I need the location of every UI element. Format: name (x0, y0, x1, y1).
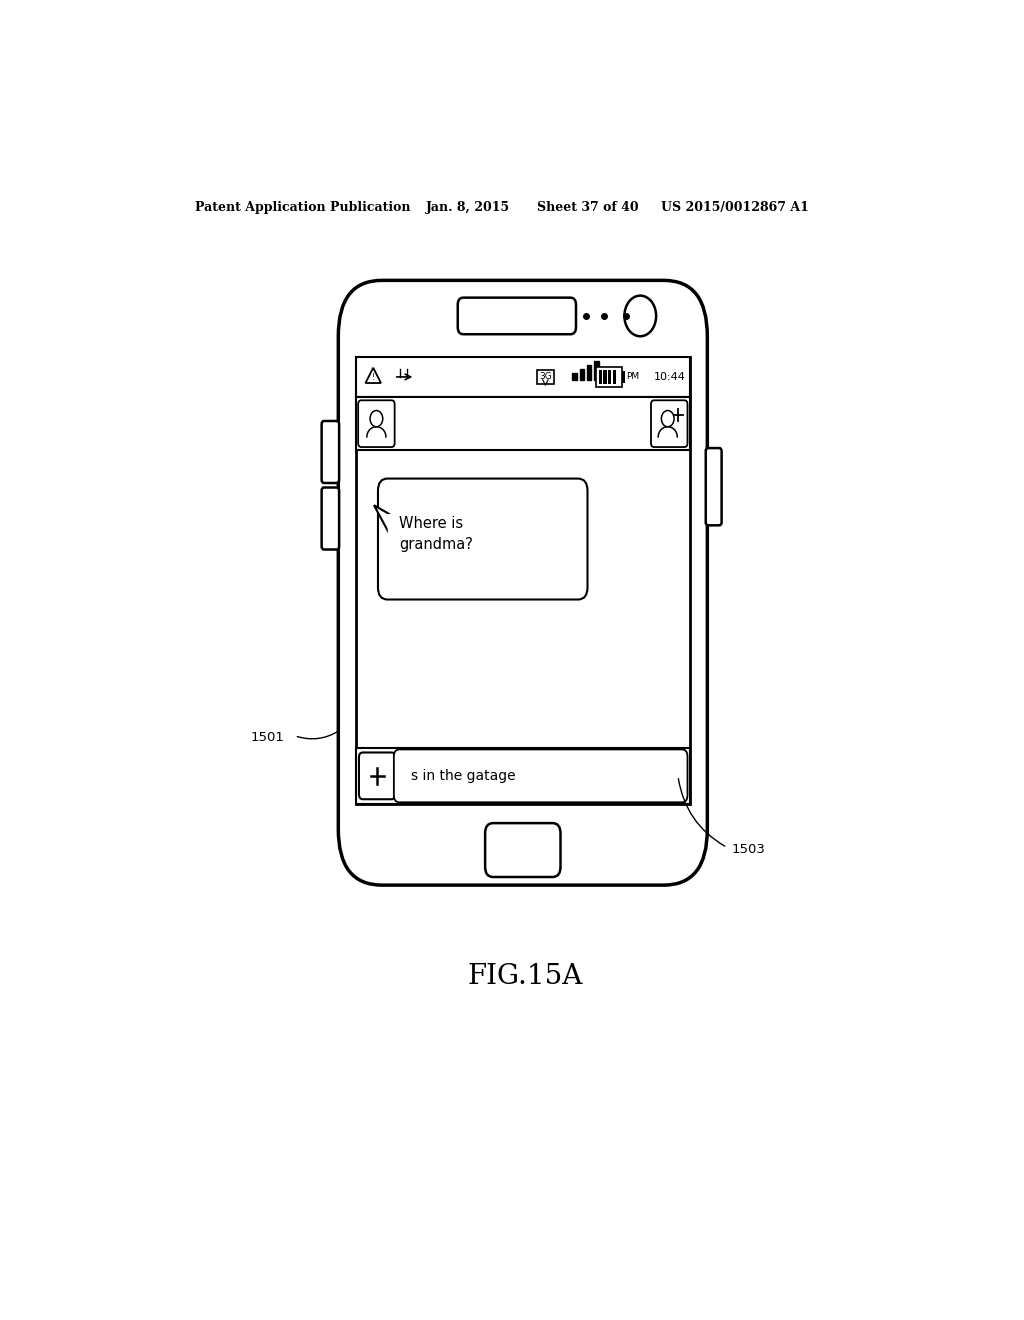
FancyBboxPatch shape (394, 750, 687, 803)
Bar (355, 356, 690, 804)
Text: US 2015/0012867 A1: US 2015/0012867 A1 (662, 201, 809, 214)
FancyBboxPatch shape (322, 487, 339, 549)
Bar (355, 397, 690, 450)
FancyBboxPatch shape (458, 297, 575, 334)
FancyBboxPatch shape (706, 447, 722, 525)
FancyBboxPatch shape (651, 400, 687, 447)
Bar (587, 364, 592, 380)
FancyBboxPatch shape (485, 824, 560, 876)
Bar (355, 748, 690, 804)
Bar (594, 360, 599, 380)
Text: 10:44: 10:44 (654, 372, 686, 381)
FancyBboxPatch shape (322, 421, 339, 483)
Text: PM: PM (626, 372, 639, 381)
FancyBboxPatch shape (359, 752, 395, 799)
Text: 3G: 3G (539, 372, 552, 381)
Text: Sheet 37 of 40: Sheet 37 of 40 (537, 201, 638, 214)
Text: Patent Application Publication: Patent Application Publication (196, 201, 411, 214)
Text: Where is
grandma?: Where is grandma? (399, 516, 473, 552)
Text: !: ! (372, 374, 375, 383)
Bar (613, 370, 616, 384)
Text: s in the gatage: s in the gatage (411, 768, 515, 783)
Text: 1503: 1503 (731, 843, 765, 857)
Bar (603, 370, 606, 384)
Circle shape (662, 411, 674, 426)
Text: 1501: 1501 (251, 731, 285, 744)
Bar (599, 370, 602, 384)
Bar (622, 371, 625, 383)
FancyBboxPatch shape (338, 280, 708, 886)
Bar (608, 370, 611, 384)
Text: FIG.15A: FIG.15A (467, 964, 583, 990)
FancyBboxPatch shape (358, 400, 394, 447)
Bar (387, 515, 394, 535)
Bar (355, 356, 690, 397)
Circle shape (370, 411, 383, 426)
FancyBboxPatch shape (378, 479, 588, 599)
Circle shape (625, 296, 656, 337)
Text: Jan. 8, 2015: Jan. 8, 2015 (426, 201, 510, 214)
Bar (596, 367, 622, 387)
Bar (580, 368, 585, 380)
Bar (572, 372, 578, 380)
Polygon shape (374, 506, 390, 535)
